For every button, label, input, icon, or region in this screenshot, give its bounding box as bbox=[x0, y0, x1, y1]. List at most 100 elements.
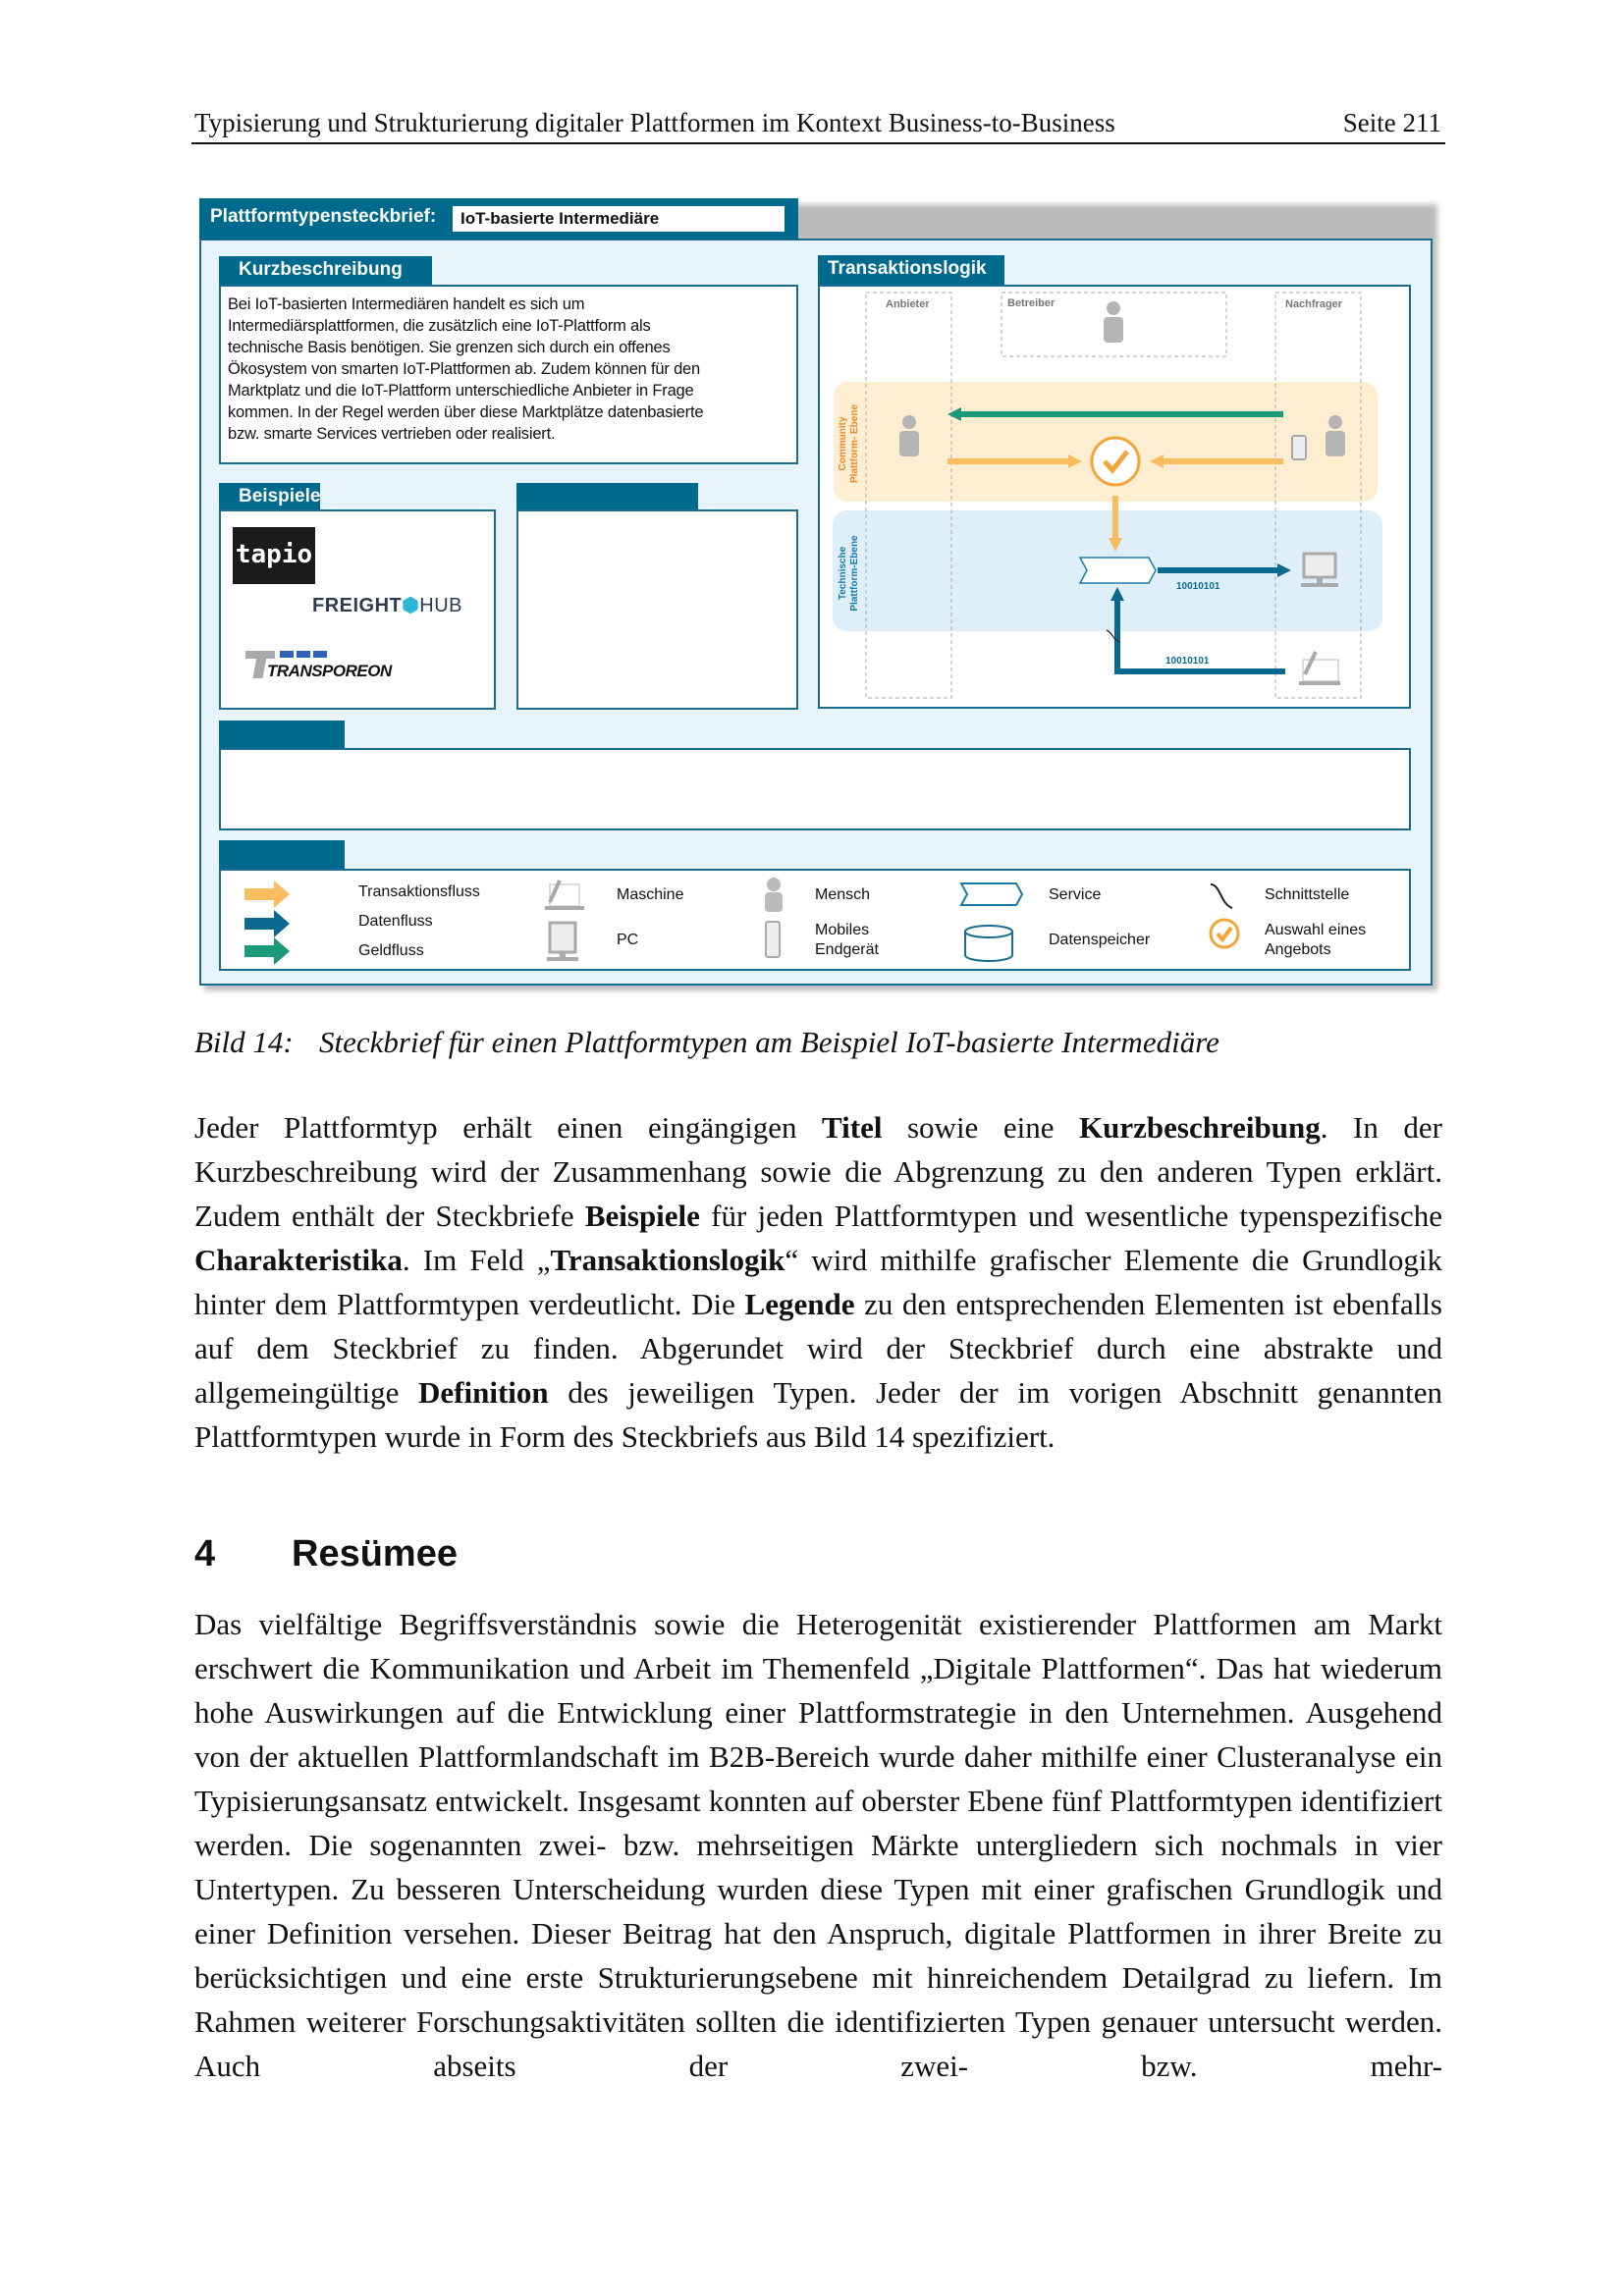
legend-box bbox=[219, 869, 1411, 971]
text-run: sowie eine bbox=[882, 1110, 1080, 1145]
machine-legend-icon bbox=[545, 880, 584, 910]
text-run: zu den entsprechenden Elementen ist eben… bbox=[194, 1287, 1442, 1410]
nachfrager-lane bbox=[1274, 292, 1362, 699]
data-label-in: 10010101 bbox=[1165, 656, 1210, 667]
definition-tab bbox=[219, 721, 345, 749]
text-line: Marktplatz und die IoT-Plattform untersc… bbox=[228, 382, 694, 400]
offer-selection-legend-icon bbox=[1209, 918, 1240, 949]
transaction-flow-arrow-right bbox=[1150, 454, 1283, 468]
person-legend-icon bbox=[765, 878, 783, 912]
figure-caption-text: Steckbrief für einen Plattformtypen am B… bbox=[319, 1025, 1219, 1059]
transaction-flow-arrow-down bbox=[1109, 496, 1122, 552]
interface-legend-icon bbox=[1210, 883, 1233, 909]
text-line: Intermediärsplattformen, die zusätzlich … bbox=[228, 317, 651, 335]
pc-legend-icon bbox=[547, 921, 578, 961]
text-run: “ wird mithilfe grafischer Elemente die … bbox=[194, 1243, 1443, 1321]
bold-term: Kurzbeschreibung bbox=[1079, 1110, 1321, 1145]
betreiber-person-icon bbox=[1104, 301, 1123, 343]
nachfrager-person-icon bbox=[1326, 415, 1345, 456]
legend-mobile: Mobiles Endgerät bbox=[815, 921, 879, 960]
text-run: für jeden Plattformtypen und wesentliche… bbox=[699, 1199, 1442, 1233]
running-header-title: Typisierung und Strukturierung digitaler… bbox=[194, 108, 1115, 137]
legend-interface: Schnittstelle bbox=[1265, 886, 1350, 903]
transaction-flow-arrow-left bbox=[947, 454, 1082, 468]
service-legend-icon bbox=[959, 882, 1024, 906]
charakteristika-tab bbox=[516, 483, 698, 510]
mobile-legend-icon bbox=[765, 921, 781, 958]
datastore-legend-icon bbox=[964, 925, 1013, 962]
legend-offer-line: Angebots bbox=[1265, 941, 1331, 958]
data-label-out: 10010101 bbox=[1176, 581, 1220, 592]
body-paragraph-1: Jeder Plattformtyp erhält einen eingängi… bbox=[194, 1105, 1442, 1459]
anbieter-person-icon bbox=[899, 415, 919, 456]
pc-icon bbox=[1301, 552, 1338, 587]
nachfrager-label: Nachfrager bbox=[1285, 298, 1343, 310]
text-line: technische Basis benötigen. Sie grenzen … bbox=[228, 339, 671, 356]
anbieter-label: Anbieter bbox=[886, 298, 930, 310]
freighthub-logo: FREIGHT⬢HUB bbox=[312, 595, 462, 616]
legend-tab bbox=[219, 840, 345, 870]
text-run: Das vielfältige Begriffsverständnis sowi… bbox=[194, 1607, 1442, 2083]
legend-person: Mensch bbox=[815, 886, 871, 903]
legend-mobile-line: Endgerät bbox=[815, 941, 879, 958]
text-run: Jeder Plattformtyp erhält einen eingängi… bbox=[194, 1110, 823, 1145]
charakteristika-box bbox=[516, 509, 798, 710]
transaction-flow-legend-arrow bbox=[244, 881, 290, 908]
legend-transaction-flow: Transaktionsfluss bbox=[358, 883, 480, 900]
anbieter-lane bbox=[865, 292, 952, 699]
kurzbeschreibung-text: Bei IoT-basierten Intermediären handelt … bbox=[228, 294, 704, 445]
betreiber-label: Betreiber bbox=[1007, 297, 1056, 309]
service-icon bbox=[1078, 557, 1157, 584]
definition-box bbox=[219, 748, 1411, 830]
data-flow-legend-arrow bbox=[244, 910, 290, 937]
legend-service: Service bbox=[1049, 886, 1102, 903]
text-run: . In der Kurzbeschreibung wird der Zusam… bbox=[194, 1110, 1442, 1233]
kurzbeschreibung-box bbox=[219, 285, 798, 464]
transaktionslogik-tab: Transaktionslogik bbox=[818, 255, 1004, 285]
section-title: Resümee bbox=[292, 1533, 458, 1575]
data-flow-arrow-in bbox=[1110, 587, 1285, 674]
header-rule bbox=[191, 142, 1445, 144]
body-paragraph-2: Das vielfältige Begriffsverständnis sowi… bbox=[194, 1602, 1442, 2088]
money-flow-arrow bbox=[947, 407, 1283, 421]
offer-selection-icon bbox=[1090, 436, 1141, 487]
community-layer-label-1: Community bbox=[838, 416, 848, 470]
text-run: des jeweiligen Typen. Jeder der im vorig… bbox=[194, 1375, 1442, 1454]
transaction-logic-diagram: Anbieter Betreiber Nachfrager Community … bbox=[833, 292, 1382, 699]
profile-title-value: IoT-basierte Intermediäre bbox=[453, 206, 785, 232]
legend-offer-selection: Auswahl eines Angebots bbox=[1265, 921, 1366, 960]
bold-term: Definition bbox=[418, 1375, 549, 1410]
legend-offer-line: Auswahl eines bbox=[1265, 922, 1367, 938]
legend-money-flow: Geldfluss bbox=[358, 942, 424, 959]
technical-layer-label-1: Technische bbox=[838, 546, 848, 600]
legend-datastore: Datenspeicher bbox=[1049, 932, 1151, 948]
community-layer-label-2: Plattform- Ebene bbox=[849, 404, 860, 483]
section-number: 4 bbox=[194, 1533, 216, 1575]
text-line: Bei IoT-basierten Intermediären handelt … bbox=[228, 295, 585, 313]
legend-machine: Maschine bbox=[617, 886, 684, 903]
bold-term: Titel bbox=[822, 1110, 883, 1145]
technical-layer-label-2: Plattform-Ebene bbox=[849, 535, 860, 612]
money-flow-legend-arrow bbox=[244, 937, 290, 965]
machine-icon bbox=[1299, 651, 1340, 685]
text-run: . Im Feld „ bbox=[402, 1243, 551, 1277]
text-line: bzw. smarte Services vertrieben oder rea… bbox=[228, 425, 556, 443]
page-number: Seite 211 bbox=[1342, 108, 1441, 137]
profile-title-label: Plattformtypensteckbrief: bbox=[210, 206, 437, 227]
legend-data-flow: Datenfluss bbox=[358, 913, 433, 930]
kurzbeschreibung-tab: Kurzbeschreibung bbox=[219, 256, 432, 285]
mobile-device-icon bbox=[1291, 435, 1307, 460]
bold-term: Legende bbox=[744, 1287, 855, 1321]
figure-caption-label: Bild 14: bbox=[194, 1025, 294, 1059]
tapio-logo: tapio bbox=[233, 527, 315, 584]
transporeon-logo: TRANSPOREON bbox=[245, 648, 392, 681]
text-line: Ökosystem von smarten IoT-Plattformen ab… bbox=[228, 360, 700, 378]
bold-term: Beispiele bbox=[584, 1199, 700, 1233]
legend-icons bbox=[244, 878, 1240, 965]
text-line: kommen. In der Regel werden über diese M… bbox=[228, 403, 704, 421]
legend-pc: PC bbox=[617, 932, 639, 948]
interface-icon bbox=[1106, 629, 1121, 643]
bold-term: Charakteristika bbox=[194, 1243, 403, 1277]
data-flow-arrow-out bbox=[1158, 563, 1291, 577]
